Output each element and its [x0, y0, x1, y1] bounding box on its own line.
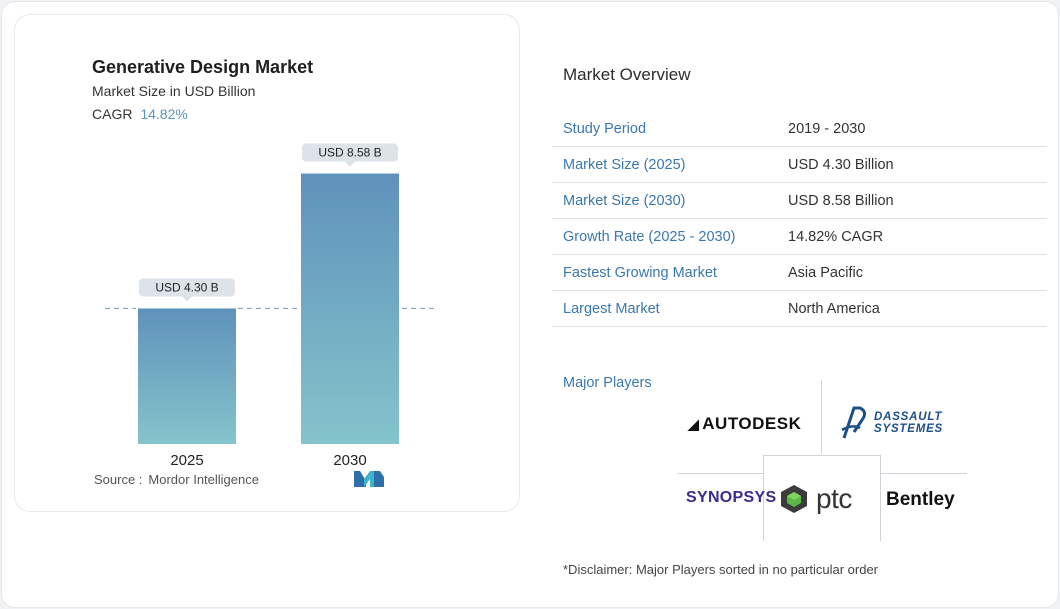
data-label-pointer: [182, 296, 192, 302]
divider: [821, 380, 822, 454]
source-value: Mordor Intelligence: [148, 472, 259, 487]
ptc-logo-text: ptc: [816, 483, 852, 514]
chart-card: [14, 14, 520, 512]
divider: [678, 473, 764, 474]
major-players-title: Major Players: [563, 375, 652, 391]
autodesk-mark-icon: ◢: [688, 415, 700, 432]
data-label-bg: [139, 278, 235, 297]
divider: [880, 455, 881, 541]
synopsys-logo: SYNOPSYS: [686, 489, 777, 506]
cagr-value: 14.82%: [140, 106, 188, 122]
dassault-logo: DASSAULT SYSTEMES: [840, 406, 943, 440]
source-label: Source :: [94, 472, 143, 487]
data-label: USD 4.30 B: [155, 280, 218, 294]
bar: [138, 308, 236, 444]
source-note: Source : Mordor Intelligence: [94, 472, 259, 487]
overview-label: Largest Market: [563, 300, 660, 317]
overview-row: Market Size (2030) USD 8.58 Billion: [552, 183, 1047, 219]
divider: [880, 473, 967, 474]
chart-subtitle: Market Size in USD Billion: [92, 83, 256, 99]
data-label-pointer: [345, 161, 355, 167]
cagr-label: CAGR: [92, 106, 133, 122]
overview-label: Fastest Growing Market: [563, 264, 717, 281]
disclaimer: *Disclaimer: Major Players sorted in no …: [563, 562, 879, 577]
overview-title: Market Overview: [563, 65, 691, 84]
overview-row: Study Period 2019 - 2030: [552, 111, 1047, 147]
data-label: USD 8.58 B: [318, 146, 381, 160]
ptc-logo: ptc: [780, 483, 852, 515]
dassault-logo-text: DASSAULT: [874, 411, 943, 423]
overview-row: Fastest Growing Market Asia Pacific: [552, 255, 1047, 291]
autodesk-logo: ◢ AUTODESK: [688, 414, 801, 434]
overview-value: USD 4.30 Billion: [788, 156, 894, 173]
data-label-bg: [302, 143, 398, 162]
overview-value: USD 8.58 Billion: [788, 192, 894, 209]
divider: [763, 455, 881, 456]
tick-label: 2025: [170, 452, 203, 469]
overview-label: Growth Rate (2025 - 2030): [563, 228, 736, 245]
divider: [763, 455, 764, 541]
overview-value: 14.82% CAGR: [788, 228, 884, 245]
overview-label: Market Size (2025): [563, 156, 686, 173]
bar-chart: USD 4.30 B 2025 USD 8.58 B 2030: [105, 143, 434, 469]
overview-value: North America: [788, 300, 880, 317]
bar: [301, 173, 399, 445]
overview-label: Study Period: [563, 120, 647, 137]
overview-table: Study Period 2019 - 2030 Market Size (20…: [552, 111, 1047, 327]
overview-label: Market Size (2030): [563, 192, 686, 209]
chart-title: Generative Design Market: [92, 57, 314, 77]
ptc-mark-icon: [781, 485, 807, 513]
dassault-mark-icon: [841, 406, 867, 439]
cagr: CAGR 14.82%: [92, 106, 188, 122]
dassault-logo-text: SYSTEMES: [874, 423, 944, 435]
overview-row: Growth Rate (2025 - 2030) 14.82% CAGR: [552, 219, 1047, 255]
bentley-logo: Bentley: [886, 489, 955, 510]
tick-label: 2030: [333, 452, 366, 469]
overview-row: Market Size (2025) USD 4.30 Billion: [552, 147, 1047, 183]
overview-value: 2019 - 2030: [788, 120, 866, 137]
overview-value: Asia Pacific: [788, 264, 863, 281]
mordor-logo-icon: [354, 469, 384, 494]
overview-row: Largest Market North America: [552, 291, 1047, 327]
autodesk-logo-text: AUTODESK: [702, 414, 802, 433]
